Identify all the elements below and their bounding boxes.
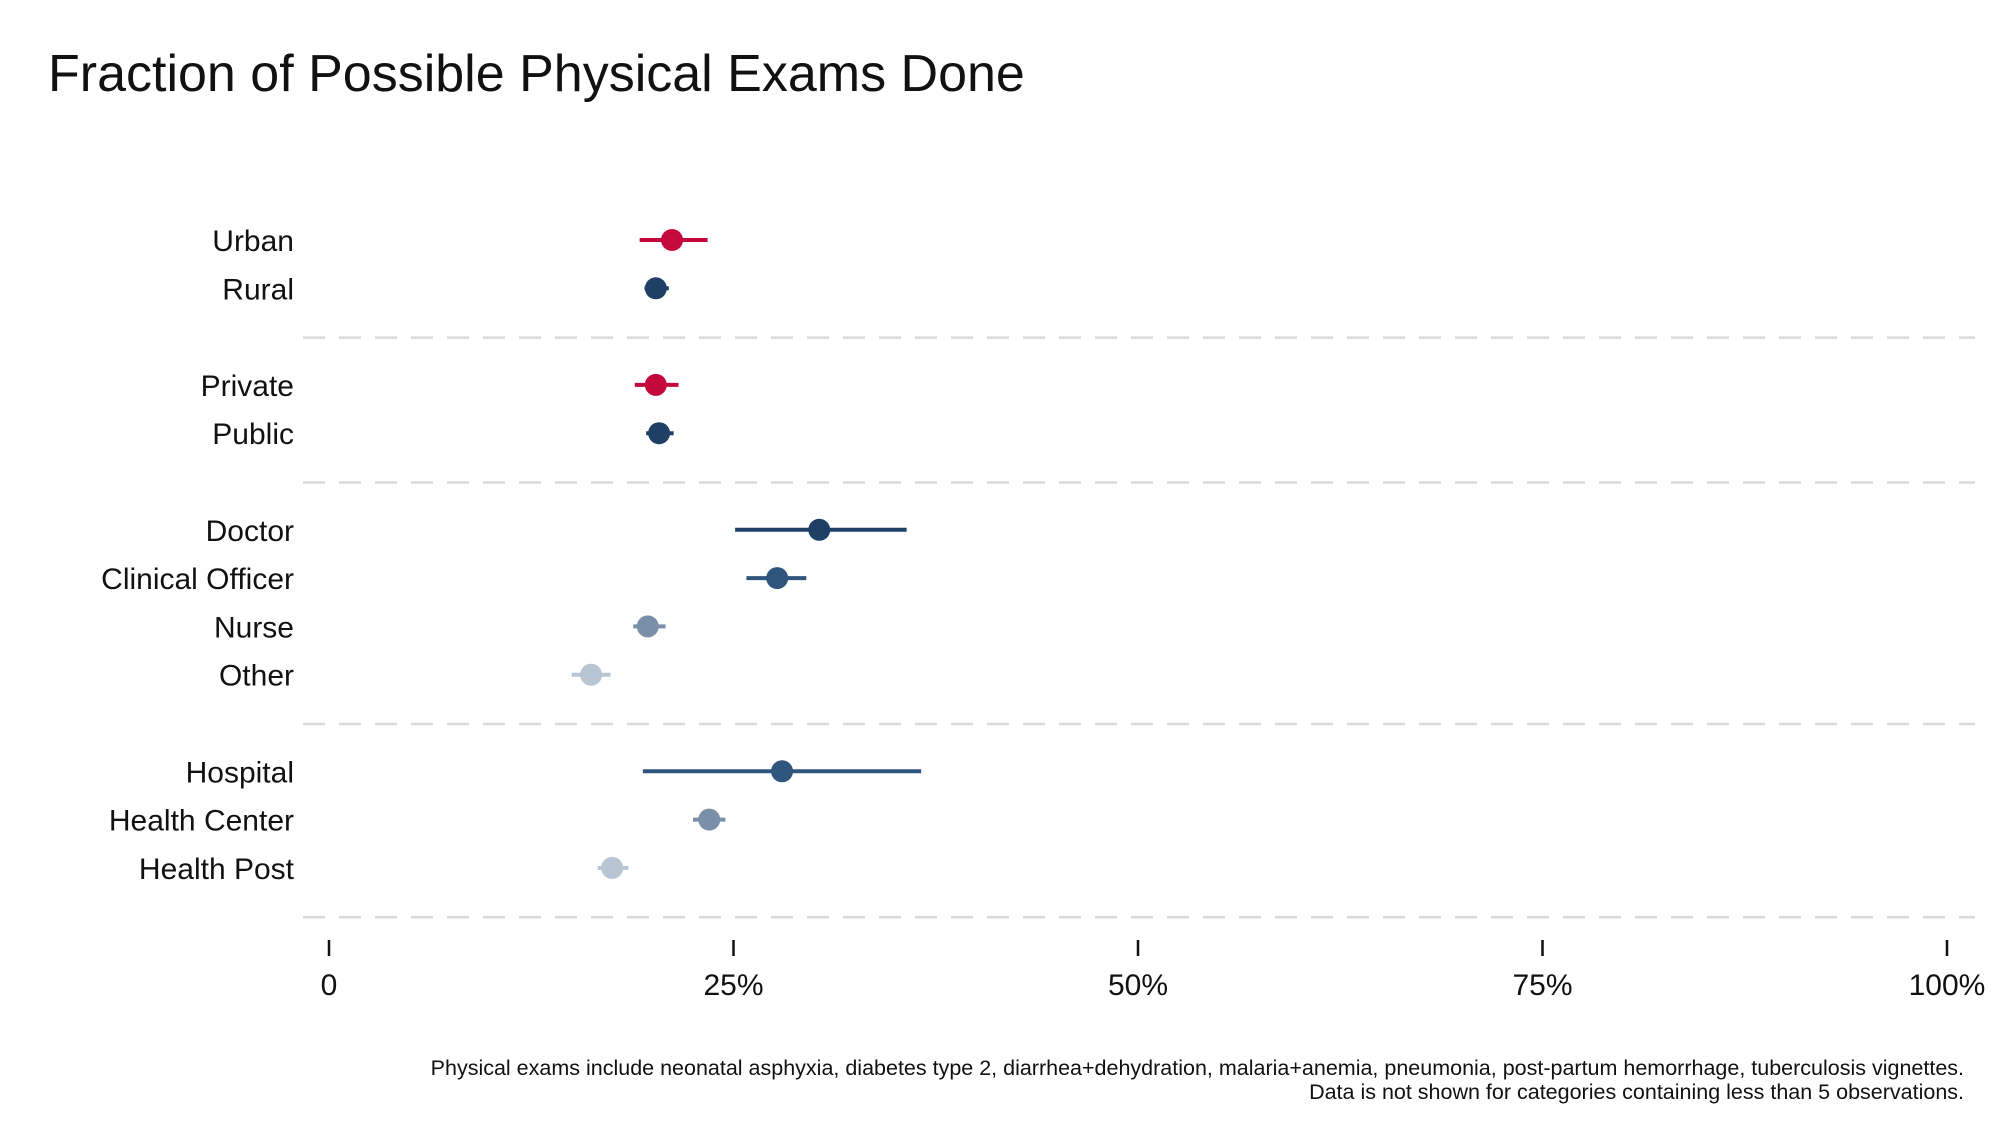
category-label-health-center: Health Center: [109, 805, 294, 838]
point-urban: [661, 229, 684, 251]
point-hospital: [771, 760, 794, 783]
footnote-exams: Physical exams include neonatal asphyxia…: [430, 1056, 1964, 1080]
point-clinical-officer: [766, 567, 789, 590]
point-doctor: [808, 518, 831, 541]
category-label-health-post: Health Post: [139, 853, 295, 886]
category-label-doctor: Doctor: [206, 515, 294, 548]
category-label-hospital: Hospital: [186, 756, 294, 789]
x-tick-label: 0: [321, 969, 338, 1002]
category-label-public: Public: [212, 418, 294, 451]
category-label-clinical-officer: Clinical Officer: [101, 563, 294, 596]
x-tick-label: 50%: [1108, 969, 1168, 1002]
category-label-nurse: Nurse: [214, 611, 294, 644]
point-health-post: [601, 856, 624, 879]
x-tick-label: 25%: [703, 969, 763, 1002]
point-public: [648, 422, 671, 445]
point-rural: [644, 277, 667, 300]
footnote-observations: Data is not shown for categories contain…: [1309, 1080, 1964, 1104]
point-health-center: [698, 808, 721, 831]
point-nurse: [636, 615, 659, 638]
category-label-rural: Rural: [222, 273, 294, 306]
point-private: [644, 373, 667, 396]
category-label-urban: Urban: [212, 225, 294, 258]
chart-title: Fraction of Possible Physical Exams Done: [48, 45, 1025, 103]
point-other: [580, 663, 603, 686]
category-label-private: Private: [201, 370, 294, 403]
category-label-other: Other: [219, 660, 294, 693]
x-tick-label: 75%: [1512, 969, 1572, 1002]
x-tick-label: 100%: [1909, 969, 1986, 1002]
